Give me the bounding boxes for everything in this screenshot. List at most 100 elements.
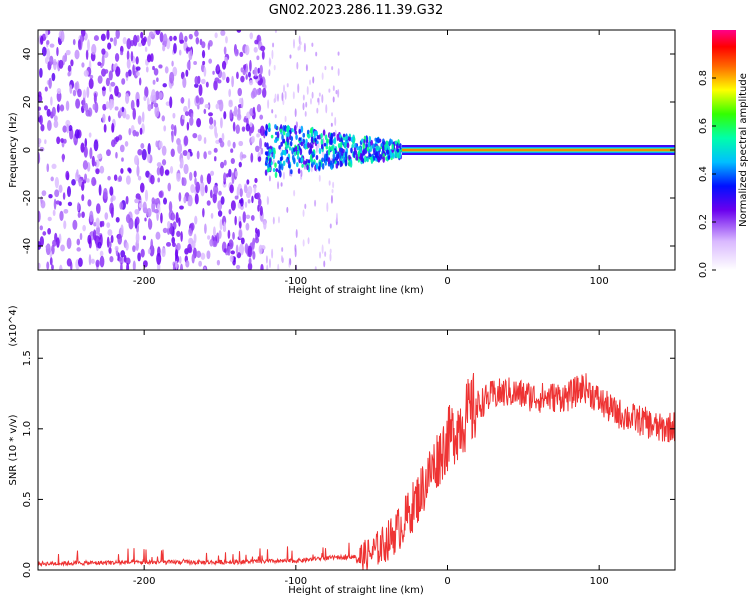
heatmap-cell xyxy=(329,160,333,166)
heatmap-cell xyxy=(194,215,198,225)
heatmap-cell xyxy=(271,49,274,60)
heatmap-cell xyxy=(327,149,331,156)
heatmap-cell xyxy=(324,160,328,166)
heatmap-cell xyxy=(266,142,269,150)
heatmap-cell xyxy=(321,72,324,80)
heatmap-cell xyxy=(132,107,137,120)
heatmap-cell xyxy=(137,252,141,262)
heatmap-cell xyxy=(164,66,169,74)
colorbar-tick-label: 0.0 xyxy=(698,262,709,278)
heatmap-cell xyxy=(255,192,261,200)
heatmap-cell xyxy=(332,96,335,103)
heatmap-cell xyxy=(255,145,260,153)
heatmap-cell xyxy=(272,159,275,165)
heatmap-cell xyxy=(309,142,312,150)
heatmap-cell xyxy=(132,64,135,76)
heatmap-cell xyxy=(246,179,250,185)
heatmap-cell xyxy=(140,31,144,39)
heatmap-cell xyxy=(208,116,214,125)
heatmap-cell xyxy=(294,145,298,152)
x-tick-label: 0 xyxy=(444,576,450,587)
heatmap-cell xyxy=(201,41,206,49)
heatmap-cell xyxy=(232,231,235,240)
heatmap-cell xyxy=(121,78,126,85)
heatmap-cell xyxy=(322,129,326,136)
heatmap-cell xyxy=(335,89,338,95)
heatmap-cell xyxy=(210,212,214,219)
heatmap-cell xyxy=(110,235,114,244)
heatmap-cell xyxy=(93,35,99,42)
heatmap-cell xyxy=(344,159,348,167)
heatmap-cell xyxy=(304,203,307,210)
heatmap-cell xyxy=(70,59,74,67)
heatmap-cell xyxy=(314,137,317,142)
heatmap-cell xyxy=(120,224,124,237)
heatmap-cell xyxy=(66,258,72,267)
heatmap-cell xyxy=(56,237,60,248)
heatmap-cell xyxy=(44,56,49,64)
heatmap-cell xyxy=(132,129,137,137)
heatmap-cell xyxy=(282,98,285,106)
heatmap-cell xyxy=(366,157,369,163)
heatmap-cell xyxy=(74,129,80,139)
heatmap-cell xyxy=(130,50,134,62)
heatmap-cell xyxy=(234,48,239,57)
heatmap-cell xyxy=(286,126,290,133)
heatmap-cell xyxy=(155,30,161,36)
heatmap-cell xyxy=(259,137,263,150)
heatmap-cell xyxy=(203,108,207,115)
x-tick-label: 100 xyxy=(590,576,609,587)
heatmap-cell xyxy=(190,112,194,119)
heatmap-cell xyxy=(228,100,233,108)
heatmap-cell xyxy=(47,216,52,222)
y-tick-label: 1.0 xyxy=(22,421,33,437)
heatmap-cell xyxy=(370,156,374,164)
heatmap-cell xyxy=(96,153,102,160)
heatmap-cell xyxy=(285,144,288,150)
heatmap-cell xyxy=(108,247,112,254)
heatmap-cell xyxy=(354,143,357,148)
heatmap-cell xyxy=(124,93,130,105)
heatmap-cell xyxy=(176,242,181,251)
heatmap-cell xyxy=(219,218,223,231)
heatmap-cell xyxy=(143,95,147,102)
heatmap-cell xyxy=(271,109,274,114)
heatmap-cell xyxy=(144,217,147,222)
heatmap-cell xyxy=(235,264,241,270)
heatmap-cell xyxy=(194,76,199,85)
heatmap-cell xyxy=(164,169,170,176)
heatmap-cell xyxy=(216,63,220,72)
heatmap-cell xyxy=(230,158,235,165)
heatmap-cell xyxy=(162,227,168,234)
heatmap-cell xyxy=(316,140,319,145)
heatmap-cell xyxy=(243,185,248,194)
heatmap-cell xyxy=(384,145,388,151)
y-tick-label: 20 xyxy=(22,96,33,109)
heatmap-cell xyxy=(184,111,190,117)
heatmap-cell xyxy=(365,139,369,144)
heatmap-cell xyxy=(77,257,83,268)
heatmap-cell xyxy=(206,173,212,185)
heatmap-cell xyxy=(274,30,277,34)
heatmap-cell xyxy=(326,138,329,144)
x-tick-label: 0 xyxy=(444,276,450,287)
heatmap-cell xyxy=(389,151,393,159)
heatmap-cell xyxy=(336,153,339,161)
heatmap-cell xyxy=(170,124,175,131)
heatmap-cell xyxy=(348,160,351,167)
heatmap-cell xyxy=(115,30,120,39)
heatmap-cell xyxy=(175,260,178,270)
heatmap-cell xyxy=(109,202,114,215)
heatmap-cell xyxy=(309,79,312,86)
heatmap-cell xyxy=(277,181,280,190)
heatmap-cell xyxy=(87,39,90,52)
heatmap-cell xyxy=(54,176,59,189)
heatmap-cell xyxy=(49,55,54,66)
heatmap-cell xyxy=(318,92,321,97)
heatmap-cell xyxy=(76,169,79,178)
heatmap-cell xyxy=(114,52,120,62)
heatmap-cell xyxy=(82,160,88,170)
heatmap-cell xyxy=(130,99,135,111)
heatmap-cell xyxy=(60,244,65,252)
heatmap-cell xyxy=(331,112,334,117)
